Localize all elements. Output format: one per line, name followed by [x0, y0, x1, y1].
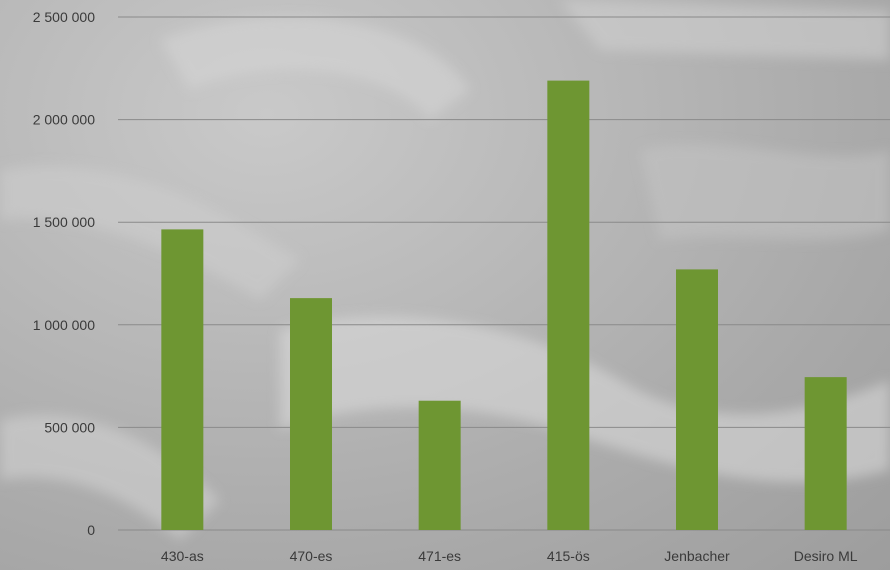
bar — [676, 269, 718, 530]
bars — [161, 80, 847, 530]
y-tick-label: 500 000 — [44, 419, 95, 435]
bar — [418, 400, 461, 530]
y-tick-label: 2 500 000 — [33, 9, 95, 25]
bar — [290, 298, 332, 530]
bar — [804, 377, 847, 530]
x-tick-label: 470-es — [290, 548, 333, 564]
y-tick-label: 1 500 000 — [33, 214, 95, 230]
x-tick-label: 430-as — [161, 548, 204, 564]
y-tick-label: 2 000 000 — [33, 112, 95, 128]
y-axis-labels: 0 500 000 1 000 000 1 500 000 2 000 000 2 500… — [33, 9, 96, 538]
x-tick-label: 471-es — [418, 548, 461, 564]
x-tick-label: 415-ös — [547, 548, 590, 564]
bar — [547, 80, 590, 530]
x-tick-label: Desiro ML — [794, 548, 858, 564]
bar — [161, 229, 204, 530]
y-tick-label: 0 — [87, 522, 95, 538]
x-tick-label: Jenbacher — [664, 548, 730, 564]
y-tick-label: 1 000 000 — [33, 317, 95, 333]
gridlines — [118, 16, 890, 531]
x-axis-labels: 430-as 470-es 471-es 415-ös Jenbacher Desiro … — [161, 548, 858, 564]
